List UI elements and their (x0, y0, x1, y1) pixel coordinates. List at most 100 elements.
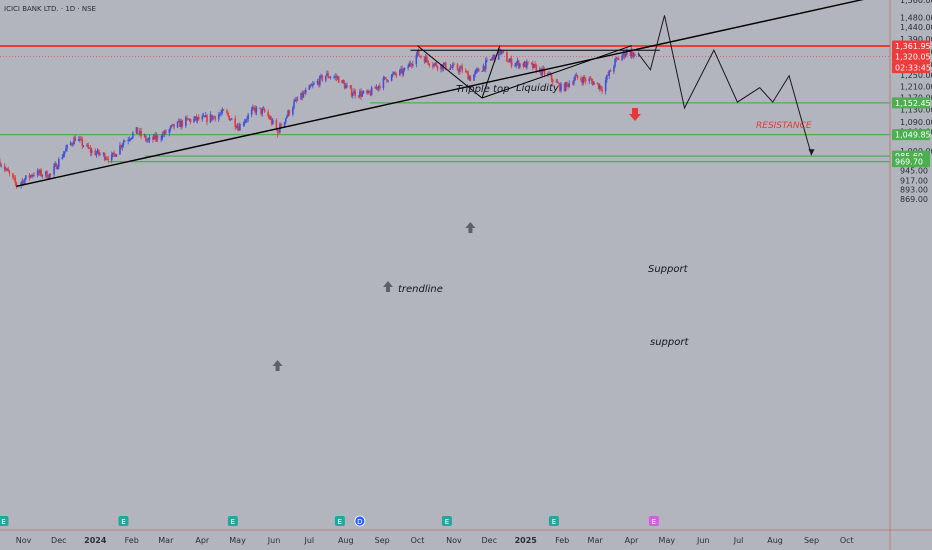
candle-body (212, 116, 214, 120)
candle-body (317, 80, 320, 85)
earnings-icon (227, 516, 238, 526)
candle-body (154, 134, 157, 140)
candle-body (277, 130, 280, 133)
candle-body (72, 144, 74, 146)
candle-body (112, 152, 114, 155)
y-tick-label: 1,250.00 (900, 71, 932, 80)
candle-body (301, 92, 304, 98)
candle-body (523, 61, 526, 67)
candle-body (253, 106, 255, 108)
candle-body (276, 128, 279, 131)
candle-body (461, 66, 463, 72)
candle-body (284, 118, 287, 122)
candle-body (382, 77, 385, 89)
candle-body (549, 74, 552, 76)
candle-body (408, 63, 411, 67)
candle-body (73, 137, 75, 145)
candle-body (196, 116, 199, 121)
candle-body (202, 115, 205, 117)
event-letter: E (552, 518, 556, 526)
x-tick-label: Jun (696, 536, 710, 545)
candle-body (99, 154, 101, 155)
candle-body (303, 92, 306, 94)
price-label-bg (892, 40, 930, 52)
candle-body (555, 81, 558, 83)
candle-body (152, 137, 154, 140)
candle-body (419, 55, 421, 57)
tripple-top-label: Tripple top (456, 84, 509, 95)
candle-body (302, 92, 305, 98)
x-tick-label: Nov (446, 536, 462, 545)
candle-body (310, 85, 313, 87)
candle-body (509, 58, 512, 62)
candle-body (590, 79, 593, 82)
candle-body (165, 130, 167, 134)
candle-body (394, 72, 396, 75)
price-label-bg (892, 51, 930, 63)
candle-body (367, 90, 369, 94)
y-tick-label: 1,210.00 (900, 82, 932, 91)
x-tick-label: Aug (338, 536, 354, 545)
candle-body (593, 82, 595, 85)
candle-body (567, 83, 569, 87)
candle-body (346, 85, 348, 87)
candle-body (547, 73, 549, 75)
candle-body (379, 85, 381, 89)
candle-body (510, 58, 513, 67)
candle-body (32, 175, 34, 177)
candle-body (275, 120, 278, 129)
candle-body (441, 64, 444, 70)
y-tick-label: 945.00 (900, 166, 928, 175)
time-axis[interactable]: Nov Dec 2024 Feb Mar Apr May Jun Jul Aug Sep Oct Nov… (16, 536, 854, 545)
candle-body (560, 83, 562, 91)
price-axis[interactable]: 1,560.001,480.001,440.001,390.001,340.00… (892, 0, 932, 204)
candle-body (359, 91, 361, 97)
candle-body (39, 170, 41, 174)
candle-body (95, 153, 98, 156)
candle-body (426, 56, 428, 61)
candle-body (515, 62, 518, 65)
candle-body (45, 171, 47, 176)
earnings-icon (334, 516, 345, 526)
horizontal-levels (0, 44, 890, 163)
candle-body (573, 79, 575, 84)
candle-body (533, 63, 535, 69)
candle-body (516, 60, 519, 63)
candle-body (464, 71, 467, 72)
candle-body (263, 108, 266, 112)
trendline-label: trendline (398, 284, 443, 295)
event-letter: E (338, 518, 342, 526)
candle-body (130, 137, 133, 139)
candle-body (353, 90, 355, 95)
candle-body (383, 77, 386, 79)
candle-body (247, 114, 249, 120)
candle-body (163, 130, 166, 136)
event-letter: D (357, 518, 362, 526)
candle-body (566, 82, 568, 84)
up-arrow-icon (383, 281, 393, 292)
candle-body (489, 59, 492, 60)
y-tick-label: 893.00 (900, 186, 928, 195)
candle-body (127, 139, 129, 142)
candle-body (110, 154, 113, 161)
candle-body (115, 154, 118, 157)
candle-body (86, 144, 88, 146)
candle-body (344, 85, 347, 89)
candle-body (399, 70, 401, 76)
candle-body (148, 137, 151, 140)
candle-body (23, 179, 26, 184)
candle-body (308, 85, 311, 90)
resistance-label: RESISTANCE (756, 121, 812, 131)
candle-body (482, 65, 485, 71)
candle-body (468, 76, 471, 80)
price-label: 969.70 (895, 158, 923, 167)
candle-body (493, 54, 495, 58)
candle-body (499, 48, 501, 54)
candle-body (497, 48, 500, 60)
candle-body (451, 64, 454, 68)
candle-body (103, 153, 106, 160)
candle-body (8, 171, 11, 174)
candle-body (114, 153, 117, 157)
support-lower-label: support (650, 337, 689, 348)
